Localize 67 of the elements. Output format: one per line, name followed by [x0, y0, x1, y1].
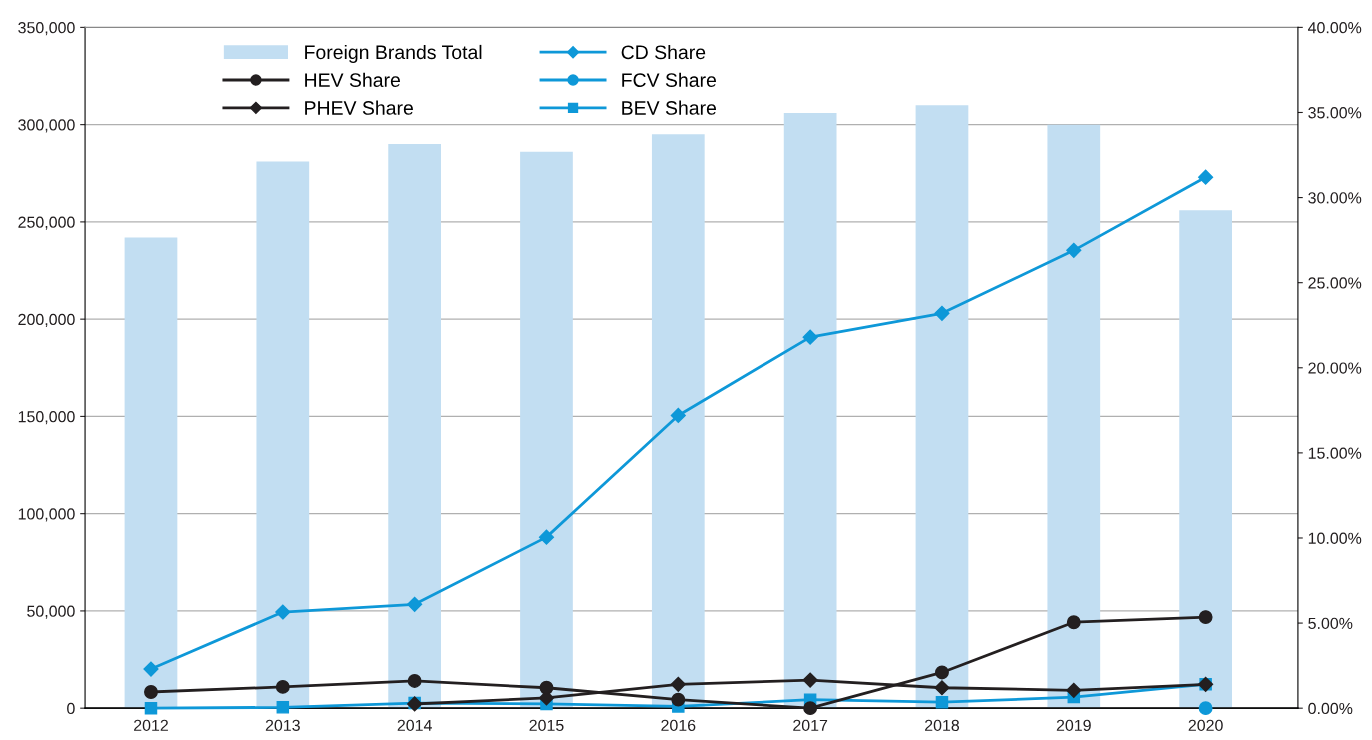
- y-tick-label: 350,000: [18, 22, 75, 36]
- point: [275, 679, 290, 694]
- point: [1198, 701, 1213, 716]
- point: [670, 676, 686, 692]
- point: [144, 685, 158, 699]
- point: [538, 529, 555, 545]
- point: [1066, 615, 1081, 630]
- y-tick-label: 250,000: [18, 216, 75, 230]
- legend-label: BEV Share: [622, 100, 717, 115]
- x-tick-label: 2012: [134, 719, 168, 732]
- y-tick-label: 200,000: [18, 313, 75, 327]
- point: [1066, 242, 1082, 258]
- bar: [915, 105, 969, 709]
- point: [802, 329, 818, 345]
- y-tick-label: 0: [67, 702, 75, 715]
- y2-tick-label: 40.00%: [1308, 22, 1362, 34]
- y2-tick-label: 5.00%: [1308, 617, 1353, 630]
- point: [803, 701, 818, 716]
- y2-tick-label: 0.00%: [1308, 702, 1353, 715]
- y2-tick-label: 15.00%: [1308, 447, 1362, 459]
- y-tick-label: 50,000: [27, 605, 75, 619]
- point: [802, 672, 818, 688]
- y2-tick-label: 35.00%: [1308, 107, 1362, 119]
- bar: [1179, 210, 1232, 709]
- point: [143, 661, 159, 677]
- point: [276, 701, 290, 714]
- bar: [1047, 124, 1101, 709]
- point: [1066, 682, 1082, 698]
- bar: [651, 134, 705, 709]
- y-tick-label: 100,000: [18, 508, 75, 522]
- y-tick-label: 150,000: [18, 411, 75, 425]
- point: [934, 305, 950, 321]
- point: [670, 407, 686, 424]
- legend-label: HEV Share: [305, 72, 400, 88]
- legend-label: FCV Share: [622, 72, 716, 88]
- legend-label: Foreign Brands Total: [305, 44, 482, 64]
- point: [539, 680, 554, 695]
- x-tick-label: 2018: [925, 719, 960, 732]
- point: [1198, 169, 1214, 185]
- bar: [783, 112, 837, 709]
- point: [935, 665, 949, 680]
- point: [275, 604, 291, 620]
- y2-tick-label: 20.00%: [1308, 362, 1362, 374]
- x-tick-label: 2013: [265, 719, 300, 732]
- y2-tick-label: 25.00%: [1308, 277, 1362, 289]
- legend-label: PHEV Share: [305, 100, 413, 115]
- x-tick-label: 2016: [661, 719, 696, 732]
- bar: [124, 237, 178, 709]
- point: [671, 692, 686, 707]
- bar: [388, 144, 442, 709]
- y-tick-label: 300,000: [18, 119, 75, 133]
- y2-tick-label: 10.00%: [1308, 532, 1362, 544]
- point: [144, 701, 158, 715]
- bar: [520, 151, 573, 709]
- x-tick-label: 2019: [1056, 719, 1091, 732]
- legend-label: CD Share: [621, 44, 706, 60]
- y2-tick-label: 30.00%: [1308, 192, 1362, 204]
- x-tick-label: 2017: [793, 719, 828, 732]
- x-tick-label: 2020: [1188, 719, 1223, 732]
- point: [407, 674, 422, 688]
- x-tick-label: 2014: [397, 719, 432, 732]
- point: [934, 680, 950, 696]
- point: [407, 596, 423, 612]
- x-tick-label: 2015: [529, 719, 564, 732]
- bar: [256, 161, 310, 709]
- point: [935, 695, 949, 709]
- point: [1198, 610, 1213, 625]
